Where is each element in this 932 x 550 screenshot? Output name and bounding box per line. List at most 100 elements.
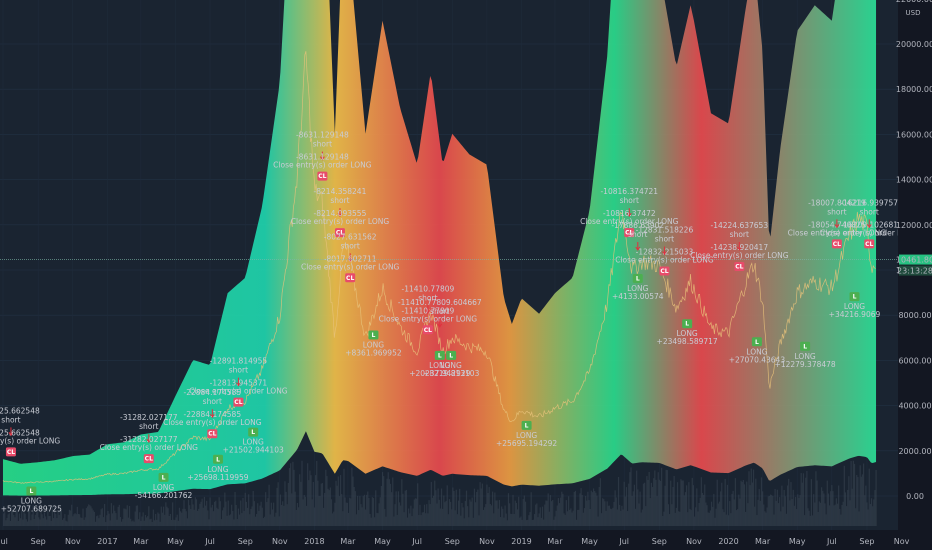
trade-annotation[interactable]: L LONG+8219.813103: [423, 350, 480, 378]
volume-bar: [750, 468, 752, 526]
volume-bar: [22, 519, 24, 526]
trade-annotation[interactable]: L LONG+25698.119959: [187, 454, 249, 482]
volume-bar: [131, 521, 133, 526]
time-tick-label: Mar: [755, 537, 771, 546]
badge-label: L: [853, 294, 857, 301]
volume-bar: [202, 507, 204, 526]
volume-bar: [870, 498, 873, 526]
volume-bar: [541, 506, 544, 526]
trade-annotation[interactable]: L LONG+21502.944103: [223, 427, 284, 455]
volume-bar: [221, 510, 224, 526]
volume-bar: [592, 488, 595, 526]
time-axis-bg[interactable]: [0, 530, 932, 550]
volume-bar: [491, 491, 494, 526]
volume-bar: [501, 506, 503, 526]
time-axis[interactable]: Jul Sep Nov 2017 Mar May Jul Sep Nov 2018 Mar May Ju…: [0, 537, 910, 546]
volume-bar: [436, 503, 438, 526]
volume-bar: [473, 488, 476, 526]
long-entry-badge: [632, 274, 643, 283]
volume-bar: [547, 493, 549, 526]
time-tick-label: May: [581, 537, 598, 546]
volume-bar: [528, 515, 530, 526]
trade-annotation[interactable]: L LONG+12279.378478: [775, 341, 836, 369]
volume-bar: [843, 465, 845, 526]
volume-bar: [678, 511, 680, 526]
annotation-sublabel: +8219.813103: [423, 369, 480, 378]
volume-bar: [193, 509, 195, 526]
volume-bar: [258, 510, 260, 526]
volume-bar: [825, 514, 827, 526]
badge-label: CL: [424, 327, 432, 334]
volume-bar: [661, 467, 663, 526]
volume-bar: [208, 519, 210, 526]
volume-bar: [641, 509, 643, 526]
volume-bar: [226, 515, 228, 526]
volume-bar: [415, 498, 418, 526]
volume-bar: [156, 519, 158, 526]
volume-bar: [642, 483, 645, 526]
volume-bar: [256, 514, 258, 526]
price-tick-label: 2000.00: [898, 447, 931, 456]
volume-bar: [90, 506, 92, 526]
volume-bar: [107, 510, 109, 526]
volume-bar: [760, 477, 763, 526]
volume-bar: [532, 519, 535, 526]
volume-bar: [219, 501, 221, 526]
volume-bar: [452, 487, 454, 526]
volume-bar: [744, 511, 747, 526]
volume-bar: [6, 517, 8, 526]
volume-bar: [707, 512, 709, 526]
volume-bar: [209, 497, 211, 526]
volume-bar: [724, 478, 726, 526]
price-tick-label: 4000.00: [898, 402, 931, 411]
annotation-label: -22884.174585: [184, 388, 242, 397]
short-arrow-icon: [437, 318, 443, 328]
trade-annotation[interactable]: L LONG+8361.969952: [345, 330, 402, 358]
trade-annotation[interactable]: L LONG-54166.201762: [135, 472, 193, 500]
volume-bar: [152, 509, 154, 526]
volume-bar: [709, 510, 712, 526]
volume-bar: [252, 490, 254, 526]
volume-bar: [379, 497, 381, 526]
volume-bar: [851, 488, 853, 526]
volume-bar: [197, 510, 199, 526]
volume-bar: [403, 512, 405, 526]
volume-bar: [164, 514, 166, 526]
volume-bar: [300, 481, 302, 526]
volume-bar: [549, 495, 552, 526]
volume-bar: [108, 513, 110, 526]
close-entry-badge: [624, 228, 635, 238]
volume-bar: [89, 505, 91, 526]
volume-bar: [511, 514, 513, 526]
volume-bar: [438, 499, 440, 526]
trade-annotation[interactable]: L LONG+25695.194292: [496, 420, 557, 448]
annotation-sublabel: LONG: [746, 347, 767, 356]
volume-bar: [477, 489, 479, 526]
volume-bar: [575, 519, 578, 526]
volume-bar: [570, 508, 572, 526]
volume-bar: [591, 492, 594, 526]
volume-bar: [294, 491, 296, 526]
volume-bar: [523, 495, 525, 526]
volume-bar: [765, 512, 767, 526]
